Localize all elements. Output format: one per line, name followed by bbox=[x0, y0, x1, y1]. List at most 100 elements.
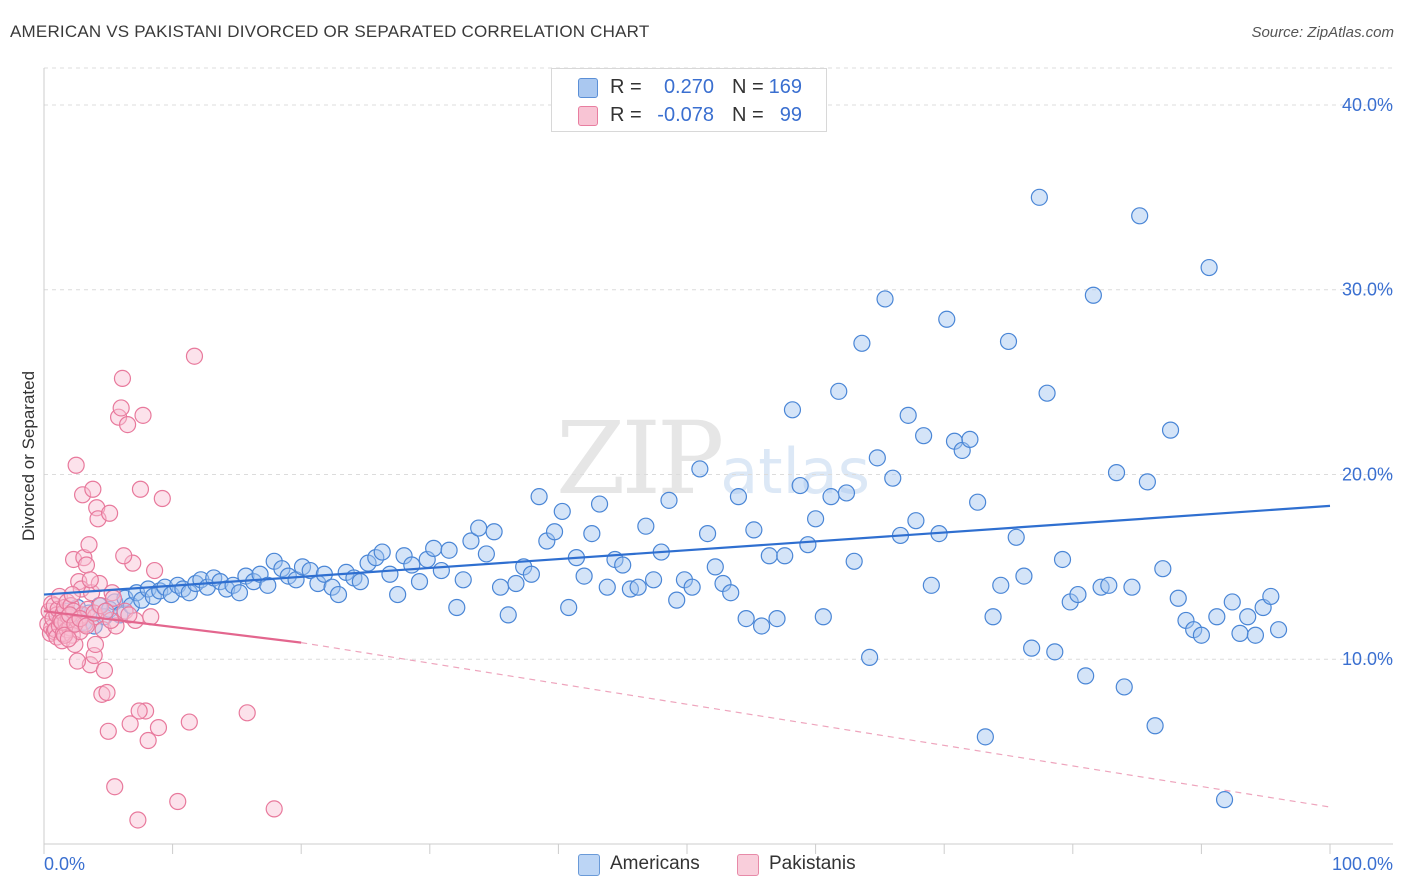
american-point bbox=[454, 571, 472, 589]
pakistani-point bbox=[238, 704, 256, 722]
american-point bbox=[992, 576, 1010, 594]
american-point bbox=[329, 585, 348, 604]
stats-row-pakistanis: R = -0.078 N = 99 bbox=[552, 101, 826, 129]
r-value: 0.270 bbox=[663, 76, 714, 98]
x-tick-label-0: 0.0% bbox=[44, 854, 85, 874]
american-point bbox=[381, 565, 399, 583]
american-point bbox=[590, 495, 609, 513]
american-point bbox=[922, 576, 940, 594]
pakistani-point bbox=[121, 715, 139, 733]
american-point bbox=[1084, 286, 1102, 304]
american-point bbox=[822, 488, 840, 506]
american-point bbox=[614, 556, 632, 574]
pakistani-point bbox=[134, 406, 152, 424]
pakistani-point bbox=[112, 399, 130, 417]
american-point bbox=[791, 476, 809, 495]
american-point bbox=[698, 524, 717, 543]
legend-label: Americans bbox=[610, 853, 700, 874]
series-legend: Americans Pakistanis bbox=[0, 852, 1406, 878]
american-point bbox=[814, 608, 832, 626]
axes bbox=[43, 68, 1393, 845]
american-point bbox=[1107, 464, 1126, 482]
pakistani-point bbox=[59, 630, 78, 648]
american-point bbox=[644, 571, 663, 589]
pakistani-point bbox=[115, 547, 133, 565]
american-point bbox=[530, 488, 548, 506]
american-point bbox=[706, 558, 724, 576]
y-axis-label: Divorced or Separated bbox=[19, 371, 38, 541]
american-point bbox=[1231, 624, 1249, 642]
american-point bbox=[583, 524, 601, 543]
legend-label: Pakistanis bbox=[769, 853, 856, 874]
americans-points bbox=[50, 188, 1288, 809]
pakistani-point bbox=[113, 369, 132, 387]
n-value: 169 bbox=[768, 76, 802, 98]
watermark-atlas: atlas bbox=[720, 435, 871, 508]
american-point bbox=[1138, 473, 1156, 491]
pakistani-point bbox=[145, 561, 164, 580]
american-point bbox=[737, 609, 755, 628]
r-label: R = bbox=[610, 76, 642, 98]
american-point bbox=[1038, 384, 1056, 402]
stats-legend: R = 0.270 N = 169 R = -0.078 N = 99 bbox=[551, 68, 827, 132]
pakistani-point bbox=[77, 617, 96, 635]
american-point bbox=[1077, 667, 1095, 685]
american-point bbox=[976, 728, 994, 746]
american-point bbox=[729, 488, 748, 506]
american-point bbox=[1015, 567, 1033, 585]
american-point bbox=[1100, 576, 1118, 594]
american-point bbox=[806, 510, 825, 528]
pakistani-point bbox=[63, 585, 81, 604]
pakistani-point bbox=[99, 722, 117, 740]
american-point bbox=[410, 573, 429, 591]
american-point bbox=[1262, 587, 1280, 606]
american-point bbox=[1023, 639, 1041, 657]
americans-trend-line bbox=[43, 504, 1331, 596]
pakistani-point bbox=[169, 792, 187, 811]
american-point bbox=[1069, 585, 1087, 604]
american-point bbox=[752, 617, 771, 635]
american-point bbox=[768, 609, 786, 628]
pakistani-point bbox=[130, 702, 148, 720]
american-point bbox=[1239, 608, 1257, 626]
american-point bbox=[830, 382, 848, 400]
american-point bbox=[351, 573, 369, 591]
pakistani-point bbox=[67, 456, 85, 474]
american-point bbox=[1223, 593, 1241, 611]
pakistani-point bbox=[185, 347, 204, 365]
american-point bbox=[1007, 528, 1025, 546]
pakistani-point bbox=[149, 718, 168, 737]
x-ticks bbox=[43, 844, 1331, 854]
pakistani-point bbox=[129, 811, 147, 829]
american-point bbox=[745, 521, 763, 539]
american-point bbox=[432, 561, 450, 580]
pakistanis-legend-swatch bbox=[737, 854, 759, 876]
american-point bbox=[861, 648, 879, 666]
pakistani-point bbox=[120, 606, 138, 624]
american-point bbox=[899, 406, 917, 424]
american-point bbox=[799, 536, 817, 554]
y-tick-label: 30.0% bbox=[1342, 280, 1393, 300]
y-tick-label: 40.0% bbox=[1342, 95, 1393, 115]
american-point bbox=[560, 598, 578, 617]
pakistanis-trend-extension bbox=[301, 642, 1331, 808]
watermark: ZIPatlas bbox=[556, 400, 870, 517]
american-point bbox=[470, 519, 488, 537]
american-point bbox=[301, 561, 319, 580]
american-point bbox=[1154, 560, 1172, 578]
american-point bbox=[884, 469, 902, 487]
american-point bbox=[1246, 626, 1265, 644]
pakistani-point bbox=[100, 504, 119, 522]
pakistani-point bbox=[142, 608, 160, 626]
r-label: R = bbox=[610, 104, 642, 126]
american-point bbox=[440, 541, 458, 559]
american-point bbox=[1115, 678, 1133, 696]
american-point bbox=[660, 491, 678, 509]
american-point bbox=[961, 430, 979, 448]
stats-row-americans: R = 0.270 N = 169 bbox=[552, 73, 826, 101]
pakistani-point bbox=[95, 661, 114, 679]
american-point bbox=[691, 460, 709, 478]
american-point bbox=[1030, 188, 1048, 206]
pakistani-point bbox=[153, 489, 171, 508]
american-point bbox=[760, 547, 778, 565]
